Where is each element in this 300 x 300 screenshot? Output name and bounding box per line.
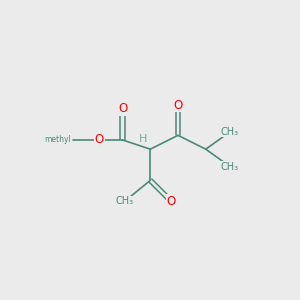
Text: CH₃: CH₃ (116, 196, 134, 206)
Text: O: O (118, 102, 127, 115)
Text: CH₃: CH₃ (221, 161, 239, 172)
Text: O: O (167, 195, 176, 208)
Text: O: O (95, 134, 104, 146)
Text: CH₃: CH₃ (221, 127, 239, 137)
Text: H: H (139, 134, 148, 144)
Text: methyl: methyl (44, 135, 71, 144)
Text: O: O (173, 99, 183, 112)
